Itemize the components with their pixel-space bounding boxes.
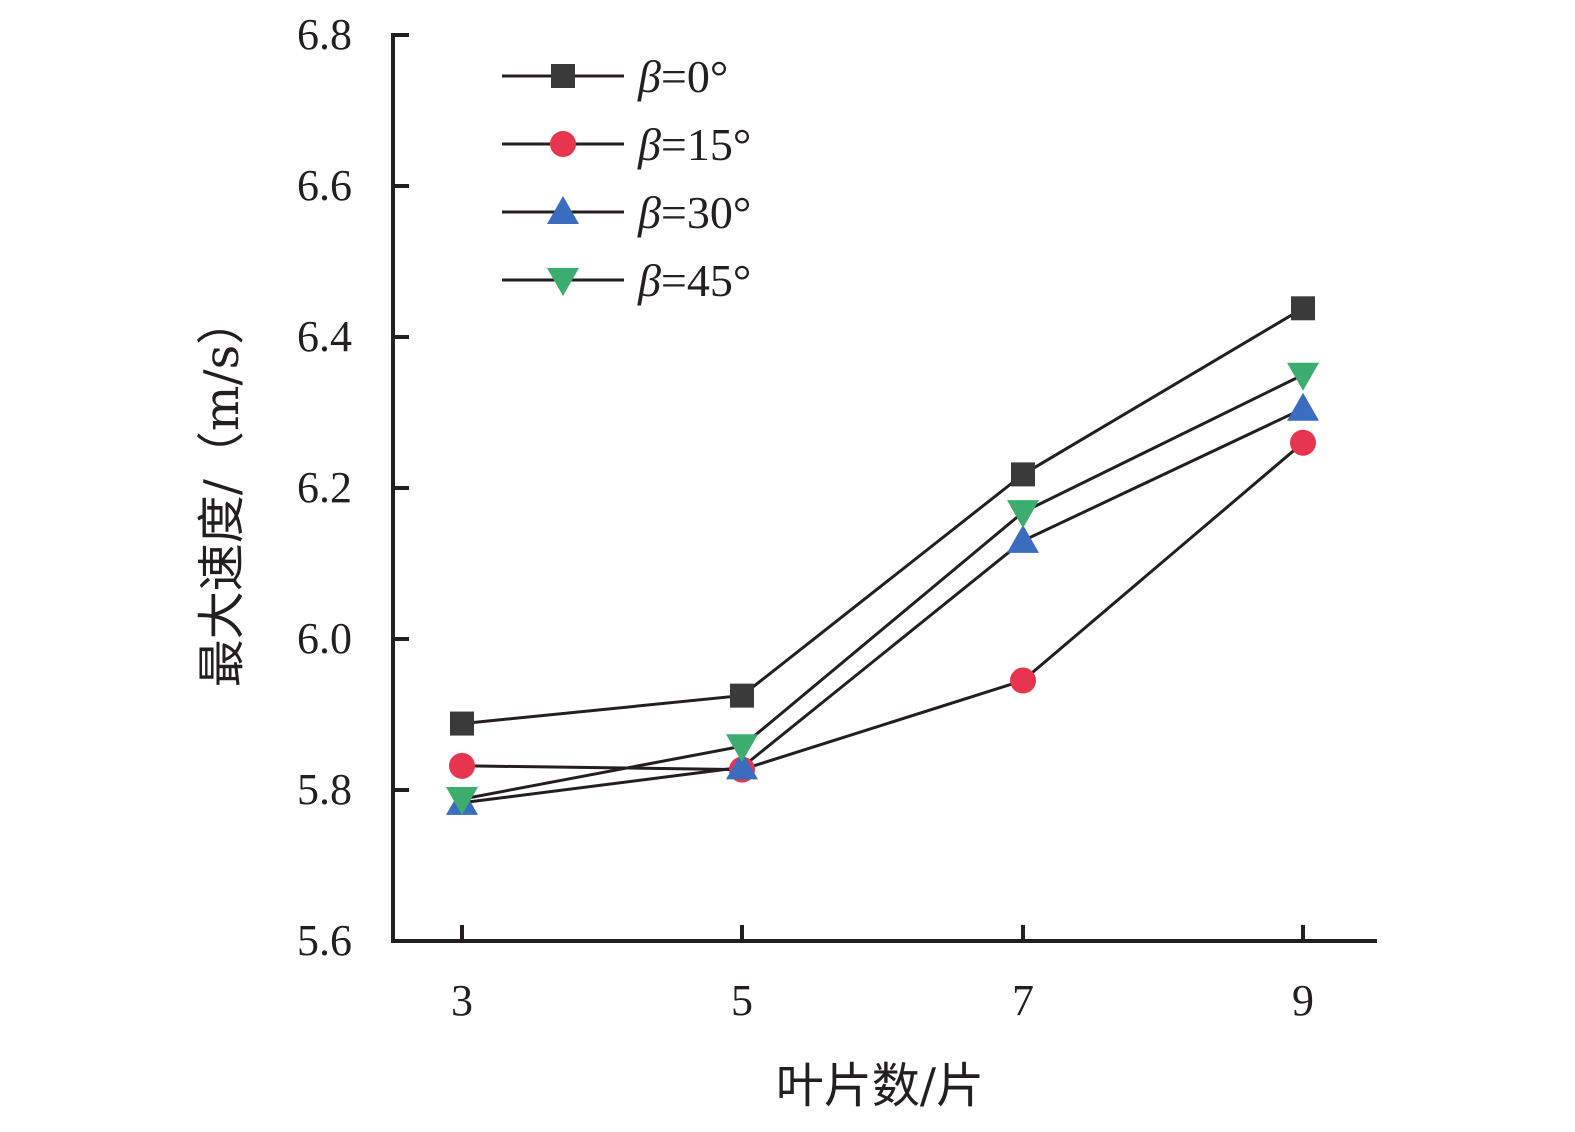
- y-tick-label: 6.8: [297, 10, 352, 59]
- y-tick-label: 6.4: [297, 312, 352, 361]
- data-point-1-0: [449, 752, 475, 779]
- data-point-0-1: [730, 683, 754, 708]
- y-tick-label: 6.6: [297, 161, 352, 210]
- y-axis-title: 最大速度/（m/s）: [194, 297, 250, 688]
- x-tick-label: 3: [451, 976, 473, 1025]
- data-point-3-2: [1007, 500, 1039, 529]
- x-axis-title: 叶片数/片: [776, 1058, 984, 1114]
- data-point-1-2: [1010, 667, 1036, 694]
- data-point-2-3: [1287, 392, 1319, 421]
- legend-angle-value: =45°: [661, 255, 751, 306]
- legend-angle-value: =15°: [661, 119, 751, 170]
- data-point-2-1: [726, 751, 758, 780]
- legend-beta-symbol: β: [637, 119, 661, 170]
- legend-beta-symbol: β: [637, 51, 661, 102]
- data-point-3-1: [726, 734, 758, 763]
- data-point-3-0: [446, 787, 478, 816]
- legend-beta-symbol: β: [637, 255, 661, 306]
- legend-marker-0: [551, 64, 575, 88]
- legend-label-3: β=45°: [637, 255, 751, 306]
- x-tick-label: 9: [1292, 976, 1314, 1025]
- data-point-0-0: [450, 711, 474, 736]
- series-line-1: [461, 441, 1304, 772]
- y-tick-label: 5.6: [297, 916, 352, 965]
- legend-beta-symbol: β: [637, 187, 661, 238]
- series-layer: [446, 296, 1319, 816]
- legend-marker-3: [547, 268, 579, 296]
- series-line-2: [461, 407, 1304, 805]
- legend-marker-1: [550, 131, 576, 157]
- y-tick-label: 6.0: [297, 614, 352, 663]
- data-point-2-2: [1007, 524, 1039, 553]
- legend-label-0: β=0°: [637, 51, 728, 102]
- legend-label-1: β=15°: [637, 119, 751, 170]
- x-tick-label: 5: [731, 976, 753, 1025]
- y-tick-label: 5.8: [297, 765, 352, 814]
- legend-angle-value: =0°: [661, 51, 728, 102]
- y-tick-label: 6.2: [297, 463, 352, 512]
- series-line-3: [461, 373, 1304, 801]
- legend-label-2: β=30°: [637, 187, 751, 238]
- data-point-1-3: [1290, 429, 1316, 456]
- axes-layer: 5.6 5.8 6.0 6.2 6.4 6.6 6.8 3 5 7 9: [297, 10, 1377, 1025]
- legend: β=0°β=15°β=30°β=45°: [502, 51, 751, 306]
- data-point-0-2: [1011, 462, 1035, 487]
- legend-marker-2: [547, 196, 579, 224]
- x-tick-label: 7: [1012, 976, 1034, 1025]
- data-point-0-3: [1291, 296, 1315, 321]
- series-line-0: [461, 307, 1304, 726]
- data-point-3-3: [1287, 362, 1319, 391]
- legend-angle-value: =30°: [661, 187, 751, 238]
